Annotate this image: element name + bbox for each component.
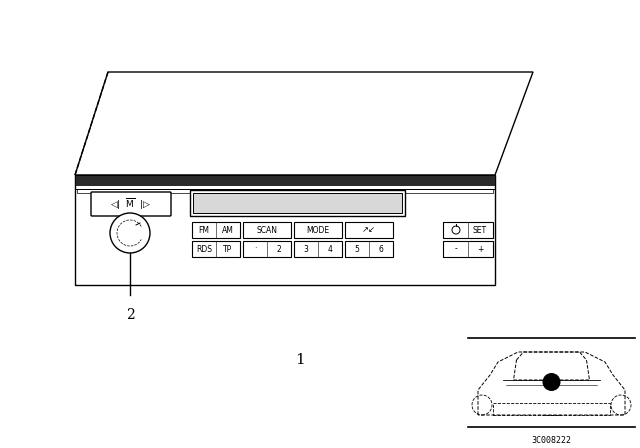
Text: RDS: RDS (196, 245, 212, 254)
Bar (443, 222, 493, 238)
Text: SET: SET (473, 225, 487, 234)
Text: 4: 4 (328, 245, 332, 254)
Text: 3C008222: 3C008222 (531, 435, 572, 444)
Bar (493, 403, 610, 415)
Bar (294, 222, 342, 238)
Text: +: + (477, 245, 483, 254)
Text: AM: AM (222, 225, 234, 234)
Bar (193, 193, 402, 213)
Bar (192, 241, 240, 257)
Text: ·: · (254, 245, 256, 254)
Bar (243, 222, 291, 238)
Bar (190, 190, 405, 216)
Bar (77, 189, 493, 193)
Bar (75, 175, 495, 285)
Circle shape (543, 373, 561, 391)
Text: 5: 5 (355, 245, 360, 254)
Text: $\triangleleft$|  $\overline{\rm M}$  |$\triangleright$: $\triangleleft$| $\overline{\rm M}$ |$\t… (111, 196, 152, 211)
FancyBboxPatch shape (91, 192, 171, 216)
Bar (75, 175, 495, 185)
Bar (345, 241, 393, 257)
Bar (345, 222, 393, 238)
Text: 2: 2 (276, 245, 282, 254)
Bar (443, 241, 493, 257)
Text: MODE: MODE (307, 225, 330, 234)
Circle shape (452, 226, 460, 234)
Text: TP: TP (223, 245, 232, 254)
Bar (243, 241, 291, 257)
Text: 3: 3 (303, 245, 308, 254)
Text: 2: 2 (125, 308, 134, 322)
Text: FM: FM (198, 225, 209, 234)
Bar (294, 241, 342, 257)
Text: -: - (454, 245, 458, 254)
Circle shape (110, 213, 150, 253)
Text: ↗↙: ↗↙ (362, 225, 376, 234)
Text: 6: 6 (379, 245, 383, 254)
Text: SCAN: SCAN (257, 225, 278, 234)
Text: 1: 1 (295, 353, 305, 367)
Bar (192, 222, 240, 238)
